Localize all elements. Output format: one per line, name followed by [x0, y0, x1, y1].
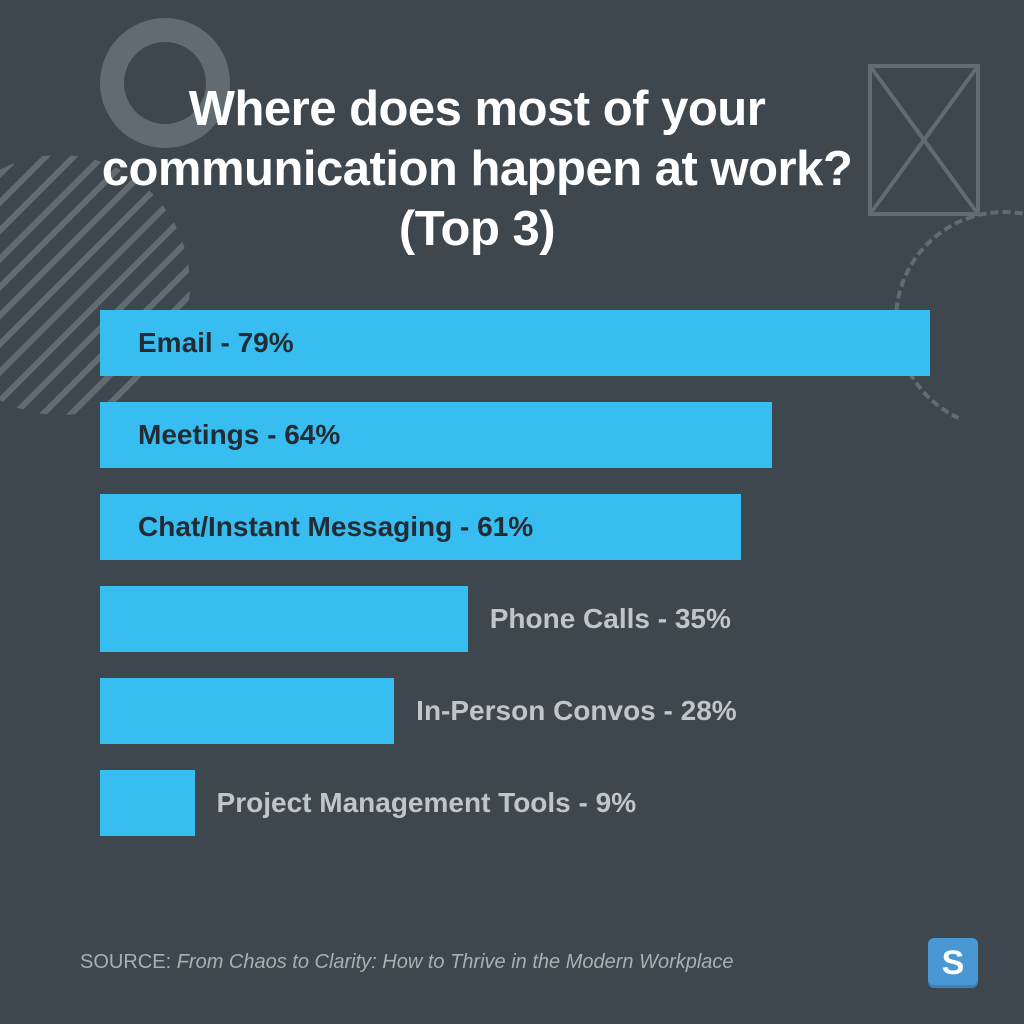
source-text: From Chaos to Clarity: How to Thrive in … [177, 951, 734, 973]
envelope-icon [864, 60, 984, 220]
bar: Email - 79% [100, 310, 930, 376]
bar-row: Phone Calls - 35% [100, 586, 930, 652]
source-line: SOURCE: From Chaos to Clarity: How to Th… [80, 951, 734, 974]
bar [100, 586, 468, 652]
bar-row: Chat/Instant Messaging - 61% [100, 494, 930, 560]
brand-logo: S [928, 938, 978, 988]
bar: Meetings - 64% [100, 402, 772, 468]
bar-row: Meetings - 64% [100, 402, 930, 468]
chart-title: Where does most of your communication ha… [80, 80, 874, 259]
bar-row: Project Management Tools - 9% [100, 770, 930, 836]
bar-row: In-Person Convos - 28% [100, 678, 930, 744]
bar [100, 770, 195, 836]
bar-label-outside: Phone Calls - 35% [490, 603, 731, 635]
infographic-canvas: Where does most of your communication ha… [0, 0, 1024, 1024]
bar-label-outside: Project Management Tools - 9% [217, 787, 637, 819]
bar-chart: Email - 79% Meetings - 64% Chat/Instant Me… [100, 310, 930, 862]
bar-label-outside: In-Person Convos - 28% [416, 695, 737, 727]
brand-logo-letter: S [942, 944, 965, 983]
bar-row: Email - 79% [100, 310, 930, 376]
bar: Chat/Instant Messaging - 61% [100, 494, 741, 560]
source-prefix: SOURCE: [80, 951, 177, 973]
bar [100, 678, 394, 744]
